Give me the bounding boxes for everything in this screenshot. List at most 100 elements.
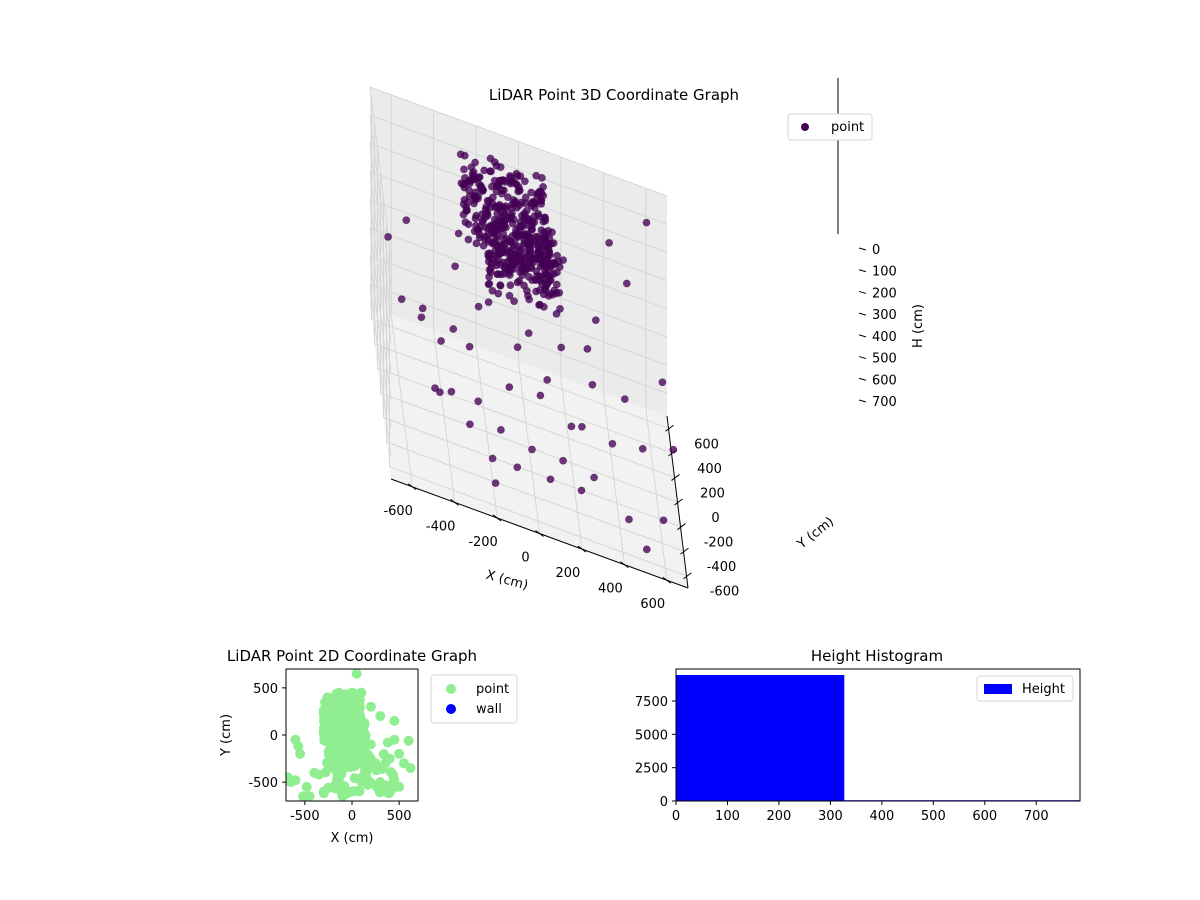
chart3d-point <box>515 247 524 256</box>
chart2d-point <box>365 701 376 712</box>
chart3d-title: LiDAR Point 3D Coordinate Graph <box>489 86 739 104</box>
chart3d-point <box>528 225 536 234</box>
chart3d-point <box>567 422 576 431</box>
chart3d-point <box>437 337 445 345</box>
chart3d-x-tick-label: -200 <box>468 535 498 550</box>
chart2d-point <box>344 696 354 706</box>
chart3d-point <box>497 270 506 279</box>
chart2d-point <box>327 761 338 771</box>
chart3d-y-tick <box>677 523 686 530</box>
histogram-x-tick-label: 500 <box>921 809 946 824</box>
chart3d-point <box>544 278 553 287</box>
chart2d-point <box>355 739 366 750</box>
chart2d-y-tick-label: 0 <box>270 729 278 744</box>
chart3d-x-tick <box>535 530 544 537</box>
chart3d-point <box>642 218 651 227</box>
histogram-x-tick-label: 300 <box>818 809 843 824</box>
chart2d-point <box>363 776 374 787</box>
chart3d-point <box>494 182 503 190</box>
chart2d-point <box>348 760 358 771</box>
chart3d-point <box>451 262 459 271</box>
histogram-x-tick-label: 100 <box>715 809 740 824</box>
chart3d-h-tick <box>858 269 867 273</box>
chart3d-point <box>519 222 528 230</box>
chart3d-gridline-x <box>560 157 583 550</box>
chart3d-x-tick-label: -400 <box>426 519 456 534</box>
chart3d-h-tick-label: 100 <box>872 265 897 280</box>
chart3d-point <box>402 216 411 225</box>
chart3d-gridline-y <box>386 222 684 552</box>
histogram-bars <box>676 675 1080 802</box>
chart2d-y-tick-label: 500 <box>253 682 278 697</box>
chart3d-gridline-y <box>374 123 672 454</box>
chart2d-point <box>343 744 354 755</box>
chart3d-point <box>500 219 509 228</box>
chart3d-x-tick-label: 600 <box>640 597 665 612</box>
chart3d-point <box>505 247 514 256</box>
chart2d-point <box>326 738 337 749</box>
chart3d-point <box>494 202 503 211</box>
chart2d-point <box>322 692 333 703</box>
chart3d-point <box>507 177 516 185</box>
chart3d-point <box>482 209 490 218</box>
chart3d-gridline-h <box>369 142 668 316</box>
chart2d-point <box>375 711 386 722</box>
chart3d-axes: -600 -400 -200 0 200 400 600 -600 -400 -200 0 200 40… <box>383 78 897 612</box>
chart3d-point <box>456 150 465 159</box>
chart3d-y-tick <box>683 572 692 580</box>
chart-height-histogram: Height Histogram 0 100 200 300 400 500 600 7000… <box>635 647 1081 824</box>
chart3d-point <box>552 280 561 289</box>
chart3d-point <box>642 545 651 554</box>
chart3d-gridline-h <box>369 199 668 372</box>
chart2d-point <box>349 773 360 784</box>
chart3d-point <box>471 158 479 167</box>
chart3d-point <box>620 395 629 403</box>
chart3d-point <box>591 316 600 325</box>
chart3d-point <box>505 268 513 277</box>
chart3d-point <box>472 211 481 220</box>
chart3d-point <box>521 177 529 186</box>
chart2d-ylabel: Y (cm) <box>219 714 234 757</box>
histogram-y-tick-label: 5000 <box>635 728 668 743</box>
chart3d-point <box>501 202 510 211</box>
chart3d-h-tick <box>858 377 867 381</box>
chart3d-point <box>489 227 498 236</box>
chart3d-gridline-h <box>369 170 668 344</box>
histogram-y-tick-label: 7500 <box>635 695 668 710</box>
chart2d-point <box>356 725 367 736</box>
chart3d-point <box>527 199 535 207</box>
chart3d-point <box>520 267 529 276</box>
chart2d-point <box>304 791 315 801</box>
chart3d-point <box>541 213 549 222</box>
histogram-x-tick-label: 200 <box>767 809 792 824</box>
chart3d-point <box>534 188 543 197</box>
histogram-bar <box>676 675 845 801</box>
chart3d-h-tick <box>858 334 867 338</box>
chart3d-point <box>468 175 477 184</box>
chart2d-legend-marker-point <box>446 684 456 694</box>
histogram-y-tick-label: 0 <box>660 795 668 810</box>
chart3d-x-tick-label: 200 <box>556 566 581 581</box>
chart-2d-lidar: LiDAR Point 2D Coordinate Graph -500 0 500… <box>219 647 518 846</box>
chart2d-point <box>301 781 312 792</box>
chart2d-point <box>339 762 350 773</box>
chart3d-y-tick <box>671 474 680 481</box>
chart2d-point <box>325 747 336 758</box>
chart3d-point <box>491 479 500 487</box>
chart3d-point <box>510 297 518 306</box>
chart3d-point <box>447 387 456 396</box>
chart3d-point <box>449 325 458 333</box>
chart3d-gridline-x <box>433 110 456 503</box>
chart2d-point <box>394 748 405 759</box>
chart2d-point <box>378 749 389 760</box>
chart3d-point <box>484 298 493 307</box>
chart3d-gridline-x <box>645 188 668 581</box>
chart2d-point <box>318 788 329 799</box>
chart3d-point <box>549 239 558 247</box>
chart3d-h-tick-label: 600 <box>872 373 897 388</box>
chart3d-x-tick-label: 0 <box>521 551 529 566</box>
chart3d-point <box>484 235 493 244</box>
chart3d-point <box>513 343 522 352</box>
chart2d-point <box>389 715 400 726</box>
chart3d-h-tick <box>858 247 867 251</box>
